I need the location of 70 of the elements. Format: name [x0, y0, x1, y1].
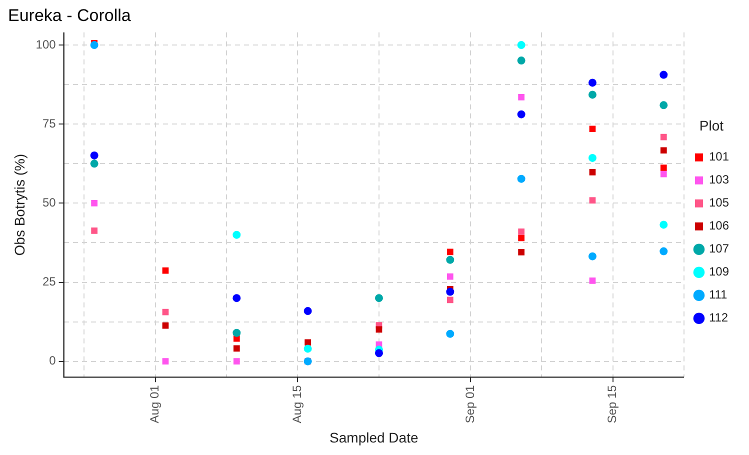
point [588, 90, 596, 99]
legend-label: 103 [708, 172, 730, 187]
point [446, 248, 454, 256]
point [518, 228, 524, 235]
point [376, 326, 382, 333]
legend-label: 111 [708, 288, 728, 302]
point [90, 41, 98, 50]
point [660, 170, 667, 178]
legend-title: Plot [699, 117, 724, 134]
point [517, 174, 526, 183]
point [518, 234, 524, 242]
y-tick-label: 0 [49, 354, 56, 368]
x-tick-label: Aug 15 [290, 384, 304, 424]
point [304, 339, 311, 346]
point [517, 110, 526, 118]
point [588, 252, 596, 260]
point [91, 200, 98, 206]
point [162, 358, 169, 365]
legend-label: 105 [708, 196, 730, 210]
point [90, 160, 98, 168]
y-tick-label: 50 [42, 196, 56, 210]
point [660, 164, 667, 171]
point [517, 56, 526, 65]
point [162, 267, 169, 274]
point [589, 278, 596, 284]
legend-label: 112 [708, 310, 728, 325]
point [588, 78, 596, 87]
point [232, 294, 241, 302]
point [446, 288, 454, 296]
point [589, 126, 596, 132]
x-axis-title: Sampled Date [330, 429, 418, 446]
point [233, 345, 240, 352]
point [660, 70, 668, 79]
point [589, 197, 596, 204]
point [446, 330, 454, 338]
x-tick-label: Aug 01 [148, 384, 162, 424]
point [588, 154, 596, 162]
point [374, 294, 383, 302]
legend-label: 107 [708, 242, 730, 256]
point [517, 41, 526, 50]
chart-title: Eureka - Corolla [8, 6, 132, 25]
point [304, 344, 312, 353]
x-tick-label: Sep 15 [605, 384, 620, 424]
legend-label: 106 [708, 218, 730, 233]
point [162, 322, 169, 329]
y-tick-label: 75 [42, 116, 56, 130]
point [446, 296, 454, 304]
point [233, 358, 240, 365]
legend-label: 101 [708, 150, 730, 164]
y-tick-label: 25 [42, 274, 56, 289]
x-tick-label: Sep 01 [462, 384, 477, 424]
point [660, 220, 668, 229]
point [446, 273, 454, 280]
y-tick-label: 100 [36, 37, 56, 52]
point [589, 169, 596, 176]
point [518, 94, 524, 100]
point [660, 247, 668, 256]
point [660, 101, 668, 110]
point [232, 328, 241, 337]
point [90, 151, 98, 160]
y-axis-title: Obs Botrytis (%) [11, 154, 28, 256]
point [374, 349, 383, 358]
point [518, 249, 524, 256]
point [446, 256, 454, 264]
point [660, 134, 667, 140]
point [660, 147, 667, 154]
point [304, 307, 312, 316]
point [91, 228, 98, 234]
legend-label: 109 [708, 264, 730, 279]
point [232, 230, 241, 239]
